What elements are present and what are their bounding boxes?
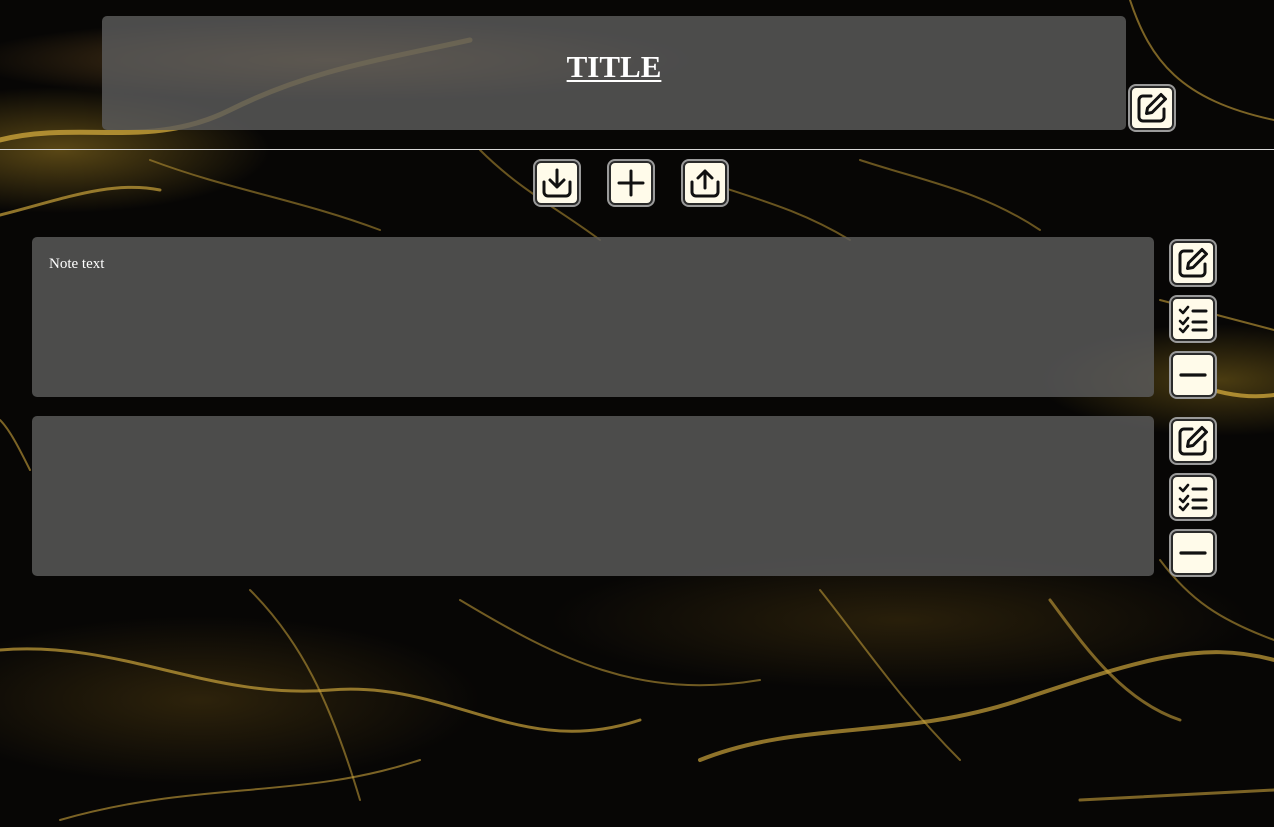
remove-note-button[interactable] bbox=[1171, 531, 1215, 575]
download-button[interactable] bbox=[535, 161, 579, 205]
plus-icon bbox=[614, 166, 648, 200]
header-divider bbox=[0, 149, 1274, 150]
edit-square-icon bbox=[1176, 246, 1210, 280]
title-bar: TITLE bbox=[102, 16, 1126, 130]
note-card[interactable] bbox=[32, 416, 1154, 576]
checklist-button[interactable] bbox=[1171, 475, 1215, 519]
minus-icon bbox=[1176, 536, 1210, 570]
remove-note-button[interactable] bbox=[1171, 353, 1215, 397]
edit-square-icon bbox=[1135, 91, 1169, 125]
note-text[interactable]: Note text bbox=[49, 255, 1137, 273]
download-tray-icon bbox=[540, 166, 574, 200]
edit-note-button[interactable] bbox=[1171, 241, 1215, 285]
checklist-icon bbox=[1176, 302, 1210, 336]
checklist-icon bbox=[1176, 480, 1210, 514]
add-note-button[interactable] bbox=[609, 161, 653, 205]
edit-square-icon bbox=[1176, 424, 1210, 458]
minus-icon bbox=[1176, 358, 1210, 392]
page-title: TITLE bbox=[567, 49, 662, 85]
upload-tray-icon bbox=[688, 166, 722, 200]
edit-title-button[interactable] bbox=[1130, 86, 1174, 130]
checklist-button[interactable] bbox=[1171, 297, 1215, 341]
note-card[interactable]: Note text bbox=[32, 237, 1154, 397]
upload-button[interactable] bbox=[683, 161, 727, 205]
edit-note-button[interactable] bbox=[1171, 419, 1215, 463]
